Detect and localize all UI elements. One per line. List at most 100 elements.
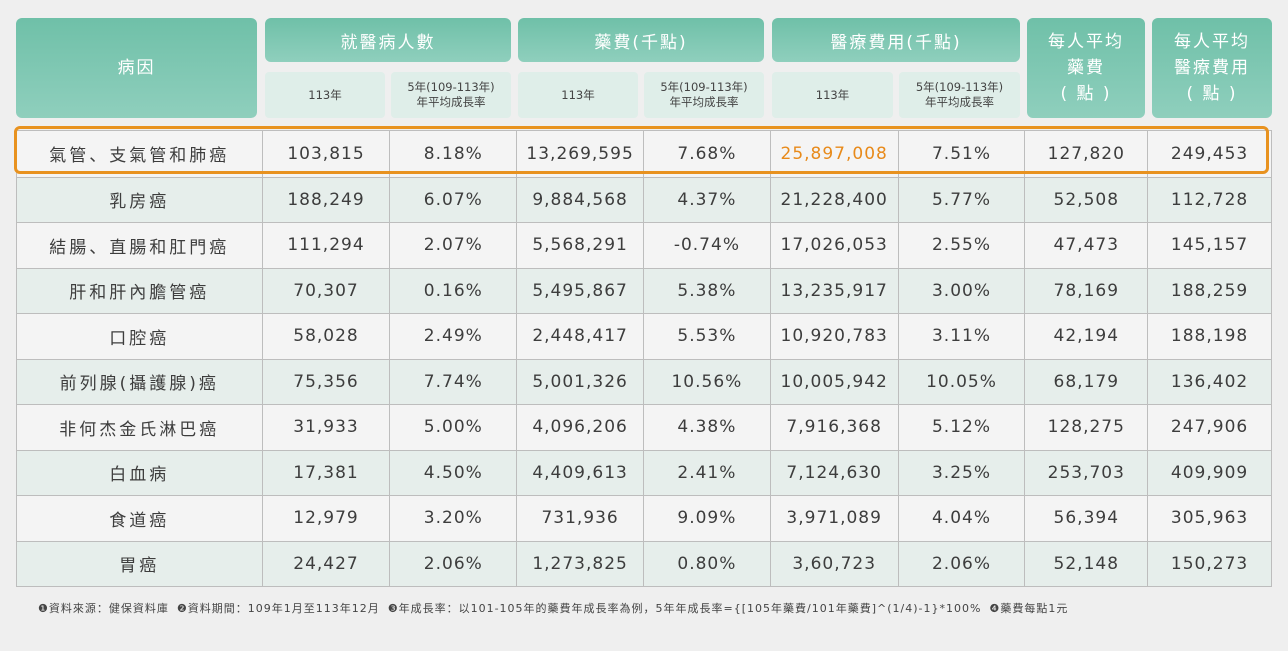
value-cell: 305,963 [1147, 496, 1271, 541]
disease-name-cell: 白血病 [109, 465, 170, 486]
value-cell: 5.38% [643, 268, 770, 313]
header-medical-cost: 醫療費用(千點) [772, 18, 1020, 62]
value-cell: 75,356 [261, 359, 390, 404]
header-avg-medical: 每人平均 醫療費用 ( 點 ) [1152, 18, 1272, 118]
value-cell: 25,897,008 [769, 131, 898, 177]
value-cell: 70,307 [261, 268, 390, 313]
header-disease: 病因 [16, 18, 257, 118]
value-cell: 52,148 [1024, 541, 1147, 586]
value-cell: 4.37% [643, 177, 770, 222]
value-cell: 56,394 [1024, 496, 1147, 541]
table-body: 氣管、支氣管和肺癌 103,815 8.18% 13,269,595 7.68% 25,8… [16, 130, 1272, 587]
value-cell: 3.00% [897, 268, 1025, 313]
header-patients: 就醫病人數 [265, 18, 511, 62]
disease-name-cell: 前列腺(攝護腺)癌 [59, 374, 219, 395]
value-cell: 0.16% [389, 268, 516, 313]
value-cell: 9,884,568 [516, 177, 643, 222]
avg-medical-line1: 每人平均 [1174, 32, 1250, 52]
table-row: 氣管、支氣管和肺癌 103,815 8.18% 13,269,595 7.68% 25,8… [17, 131, 1271, 177]
value-cell: 7,916,368 [769, 405, 898, 450]
table-row: 口腔癌 58,028 2.49% 2,448,417 5.53% 10,920,783 3.… [17, 313, 1271, 359]
value-cell: 5.77% [897, 177, 1025, 222]
header-drug-cost: 藥費(千點) [518, 18, 764, 62]
value-cell: 3.20% [389, 496, 516, 541]
footnote-2: ❷資料期間：109年1月至113年12月 [176, 602, 380, 615]
disease-name-cell: 口腔癌 [109, 328, 170, 349]
value-cell: 111,294 [261, 223, 390, 268]
header-disease-label: 病因 [117, 58, 156, 78]
header-avg-drug: 每人平均 藥費 ( 點 ) [1027, 18, 1145, 118]
value-cell: 188,249 [261, 177, 390, 222]
sub-growth-medical: 5年(109-113年) 年平均成長率 [899, 72, 1020, 118]
value-cell: 17,026,053 [769, 223, 898, 268]
value-cell: 6.07% [389, 177, 516, 222]
value-cell: 253,703 [1024, 450, 1147, 495]
value-cell: 2,448,417 [516, 314, 643, 359]
disease-name-cell: 食道癌 [109, 510, 170, 531]
value-cell: 247,906 [1147, 405, 1271, 450]
value-cell: 10,920,783 [769, 314, 898, 359]
header-medical-cost-label: 醫療費用(千點) [830, 32, 962, 53]
value-cell: 12,979 [261, 496, 390, 541]
value-cell: 731,936 [516, 496, 643, 541]
value-cell: 112,728 [1147, 177, 1271, 222]
value-cell: 7.74% [389, 359, 516, 404]
value-cell: 21,228,400 [769, 177, 898, 222]
value-cell: 10.05% [897, 359, 1025, 404]
disease-name-cell: 乳房癌 [109, 192, 170, 213]
value-cell: 249,453 [1147, 131, 1271, 177]
value-cell: 58,028 [261, 314, 390, 359]
value-cell: 4.04% [897, 496, 1025, 541]
value-cell: 7,124,630 [769, 450, 898, 495]
value-cell: 1,273,825 [516, 541, 643, 586]
sub-growth-line1: 5年(109-113年) [407, 80, 495, 94]
table-row: 肝和肝內膽管癌 70,307 0.16% 5,495,867 5.38% 13,235,9… [17, 267, 1271, 313]
value-cell: 5.53% [643, 314, 770, 359]
value-cell: 5.12% [897, 405, 1025, 450]
avg-drug-line2: 藥費 [1067, 58, 1105, 78]
value-cell: 47,473 [1024, 223, 1147, 268]
value-cell: 2.06% [389, 541, 516, 586]
value-cell: 5.00% [389, 405, 516, 450]
value-cell: 10.56% [643, 359, 770, 404]
value-cell: 24,427 [261, 541, 390, 586]
sub-growth-line1: 5年(109-113年) [915, 80, 1004, 94]
value-cell: 4.38% [643, 405, 770, 450]
value-cell: 7.51% [897, 131, 1025, 177]
table-row: 前列腺(攝護腺)癌 75,356 7.74% 5,001,326 10.56% 10,00… [17, 358, 1271, 404]
value-cell: 150,273 [1147, 541, 1271, 586]
cancer-cost-table: 病因 就醫病人數 113年 5年(109-113年) 年平均成長率 藥費(千點) … [14, 18, 1272, 587]
value-cell: 0.80% [643, 541, 770, 586]
value-cell: 10,005,942 [769, 359, 898, 404]
sub-growth-patients: 5年(109-113年) 年平均成長率 [391, 72, 511, 118]
value-cell: 13,235,917 [769, 268, 898, 313]
value-cell: 3.11% [897, 314, 1025, 359]
avg-medical-line3: ( 點 ) [1186, 84, 1238, 104]
value-cell: 8.18% [389, 131, 516, 177]
table-row: 結腸、直腸和肛門癌 111,294 2.07% 5,568,291 -0.74% 17,0… [17, 222, 1271, 268]
avg-medical-line2: 醫療費用 [1174, 58, 1250, 78]
value-cell: 4.50% [389, 450, 516, 495]
sub-growth-line2: 年平均成長率 [669, 95, 739, 109]
value-cell: 145,157 [1147, 223, 1271, 268]
value-cell: 2.41% [643, 450, 770, 495]
value-cell: 409,909 [1147, 450, 1271, 495]
sub-growth-drug: 5年(109-113年) 年平均成長率 [644, 72, 764, 118]
value-cell: 5,568,291 [516, 223, 643, 268]
value-cell: 5,495,867 [516, 268, 643, 313]
value-cell: 103,815 [261, 131, 390, 177]
sub-growth-line1: 5年(109-113年) [660, 80, 748, 94]
sub-growth-line2: 年平均成長率 [416, 95, 486, 109]
value-cell: 3,60,723 [769, 541, 898, 586]
value-cell: 68,179 [1024, 359, 1147, 404]
value-cell: 2.07% [389, 223, 516, 268]
value-cell: 2.49% [389, 314, 516, 359]
value-cell: -0.74% [643, 223, 770, 268]
footnote-1: ❶資料來源：健保資料庫 [38, 602, 169, 615]
disease-name-cell: 肝和肝內膽管癌 [69, 283, 210, 304]
footnotes: ❶資料來源：健保資料庫 ❷資料期間：109年1月至113年12月 ❸年成長率：以10… [38, 600, 1076, 616]
value-cell: 31,933 [261, 405, 390, 450]
disease-name-cell: 結腸、直腸和肛門癌 [49, 237, 230, 258]
table-row: 非何杰金氏淋巴癌 31,933 5.00% 4,096,206 4.38% 7,916,3… [17, 404, 1271, 450]
footnote-3: ❸年成長率：以101-105年的藥費年成長率為例，5年年成長率={[105年藥費… [387, 602, 982, 615]
